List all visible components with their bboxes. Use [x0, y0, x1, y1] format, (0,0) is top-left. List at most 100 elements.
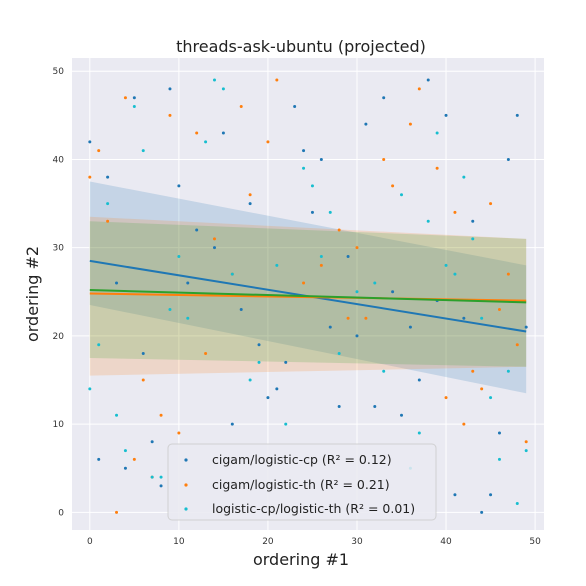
data-point-series-0	[88, 140, 92, 144]
data-point-series-1	[417, 87, 421, 91]
data-point-series-0	[284, 360, 288, 364]
data-point-series-2	[88, 387, 92, 391]
data-point-series-2	[141, 149, 145, 153]
data-point-series-2	[284, 422, 288, 426]
data-point-series-1	[123, 96, 127, 100]
data-point-series-2	[186, 316, 190, 320]
data-point-series-2	[230, 272, 234, 276]
data-point-series-1	[302, 281, 306, 285]
data-point-series-2	[462, 175, 466, 179]
data-point-series-2	[426, 219, 430, 223]
data-point-series-2	[177, 255, 181, 259]
svg-text:cigam/logistic-th (R² = 0.21): cigam/logistic-th (R² = 0.21)	[212, 477, 390, 492]
data-point-series-0	[239, 307, 243, 311]
data-point-series-1	[364, 316, 368, 320]
y-tick-label: 0	[58, 508, 64, 518]
data-point-series-0	[230, 422, 234, 426]
x-tick-label: 0	[87, 537, 93, 547]
data-point-series-1	[159, 413, 163, 417]
data-point-series-0	[382, 96, 386, 100]
data-point-series-0	[515, 113, 519, 117]
data-point-series-1	[506, 272, 510, 276]
data-point-series-1	[195, 131, 199, 135]
svg-text:cigam/logistic-cp (R² = 0.12): cigam/logistic-cp (R² = 0.12)	[212, 452, 392, 467]
data-point-series-1	[497, 307, 501, 311]
data-point-series-0	[302, 149, 306, 153]
data-point-series-0	[159, 484, 163, 488]
x-tick-label: 40	[440, 537, 452, 547]
data-point-series-2	[97, 343, 101, 347]
data-point-series-1	[239, 105, 243, 109]
data-point-series-0	[400, 413, 404, 417]
data-point-series-2	[302, 166, 306, 170]
data-point-series-0	[426, 78, 430, 82]
y-axis-label: ordering #2	[23, 246, 42, 342]
data-point-series-1	[266, 140, 270, 144]
data-point-series-1	[106, 219, 110, 223]
data-point-series-0	[364, 122, 368, 126]
data-point-series-1	[88, 175, 92, 179]
data-point-series-0	[489, 493, 493, 497]
data-point-series-0	[444, 113, 448, 117]
legend-r2-0: (R² = 0.12)	[322, 452, 392, 467]
data-point-series-1	[408, 122, 412, 126]
data-point-series-0	[506, 157, 510, 161]
data-point-series-0	[293, 105, 297, 109]
legend-label-0: cigam/logistic-cp	[212, 452, 318, 467]
data-point-series-0	[480, 510, 484, 514]
chart-title: threads-ask-ubuntu (projected)	[176, 37, 426, 56]
data-point-series-1	[319, 263, 323, 267]
x-tick-label: 50	[529, 537, 541, 547]
data-point-series-2	[328, 210, 332, 214]
legend-label-2: logistic-cp/logistic-th	[212, 501, 341, 516]
legend-r2-2: (R² = 0.01)	[345, 501, 415, 516]
data-point-series-2	[132, 105, 136, 109]
data-point-series-1	[435, 166, 439, 170]
data-point-series-0	[328, 325, 332, 329]
data-point-series-2	[373, 281, 377, 285]
data-point-series-0	[373, 404, 377, 408]
data-point-series-1	[471, 369, 475, 373]
data-point-series-2	[310, 184, 314, 188]
y-tick-label: 40	[53, 155, 65, 165]
data-point-series-2	[355, 290, 359, 294]
data-point-series-2	[453, 272, 457, 276]
data-point-series-2	[115, 413, 119, 417]
data-point-series-0	[408, 325, 412, 329]
legend: cigam/logistic-cp (R² = 0.12) cigam/logi…	[167, 443, 437, 521]
data-point-series-1	[248, 193, 252, 197]
legend-r2-1: (R² = 0.21)	[320, 477, 390, 492]
data-point-series-0	[310, 210, 314, 214]
confidence-bands	[89, 181, 527, 394]
data-point-series-0	[266, 396, 270, 400]
data-point-series-2	[159, 475, 163, 479]
data-point-series-0	[123, 466, 127, 470]
data-point-series-1	[524, 440, 528, 444]
data-point-series-1	[212, 237, 216, 241]
data-point-series-2	[319, 255, 323, 259]
data-point-series-2	[106, 202, 110, 206]
data-point-series-2	[471, 237, 475, 241]
data-point-series-0	[417, 378, 421, 382]
data-point-series-0	[462, 316, 466, 320]
data-point-series-0	[141, 352, 145, 356]
data-point-series-2	[400, 193, 404, 197]
data-point-series-0	[115, 281, 119, 285]
data-point-series-1	[141, 378, 145, 382]
data-point-series-1	[489, 202, 493, 206]
data-point-series-2	[382, 369, 386, 373]
legend-marker-2	[184, 507, 188, 511]
data-point-series-1	[115, 510, 119, 514]
data-point-series-2	[489, 396, 493, 400]
y-tick-label: 30	[53, 244, 65, 254]
data-point-series-1	[480, 387, 484, 391]
data-point-series-1	[382, 157, 386, 161]
data-point-series-0	[132, 96, 136, 100]
data-point-series-0	[346, 255, 350, 259]
data-point-series-1	[391, 184, 395, 188]
data-point-series-2	[275, 263, 279, 267]
confidence-band-2	[89, 221, 527, 367]
data-point-series-1	[346, 316, 350, 320]
data-point-series-2	[204, 140, 208, 144]
